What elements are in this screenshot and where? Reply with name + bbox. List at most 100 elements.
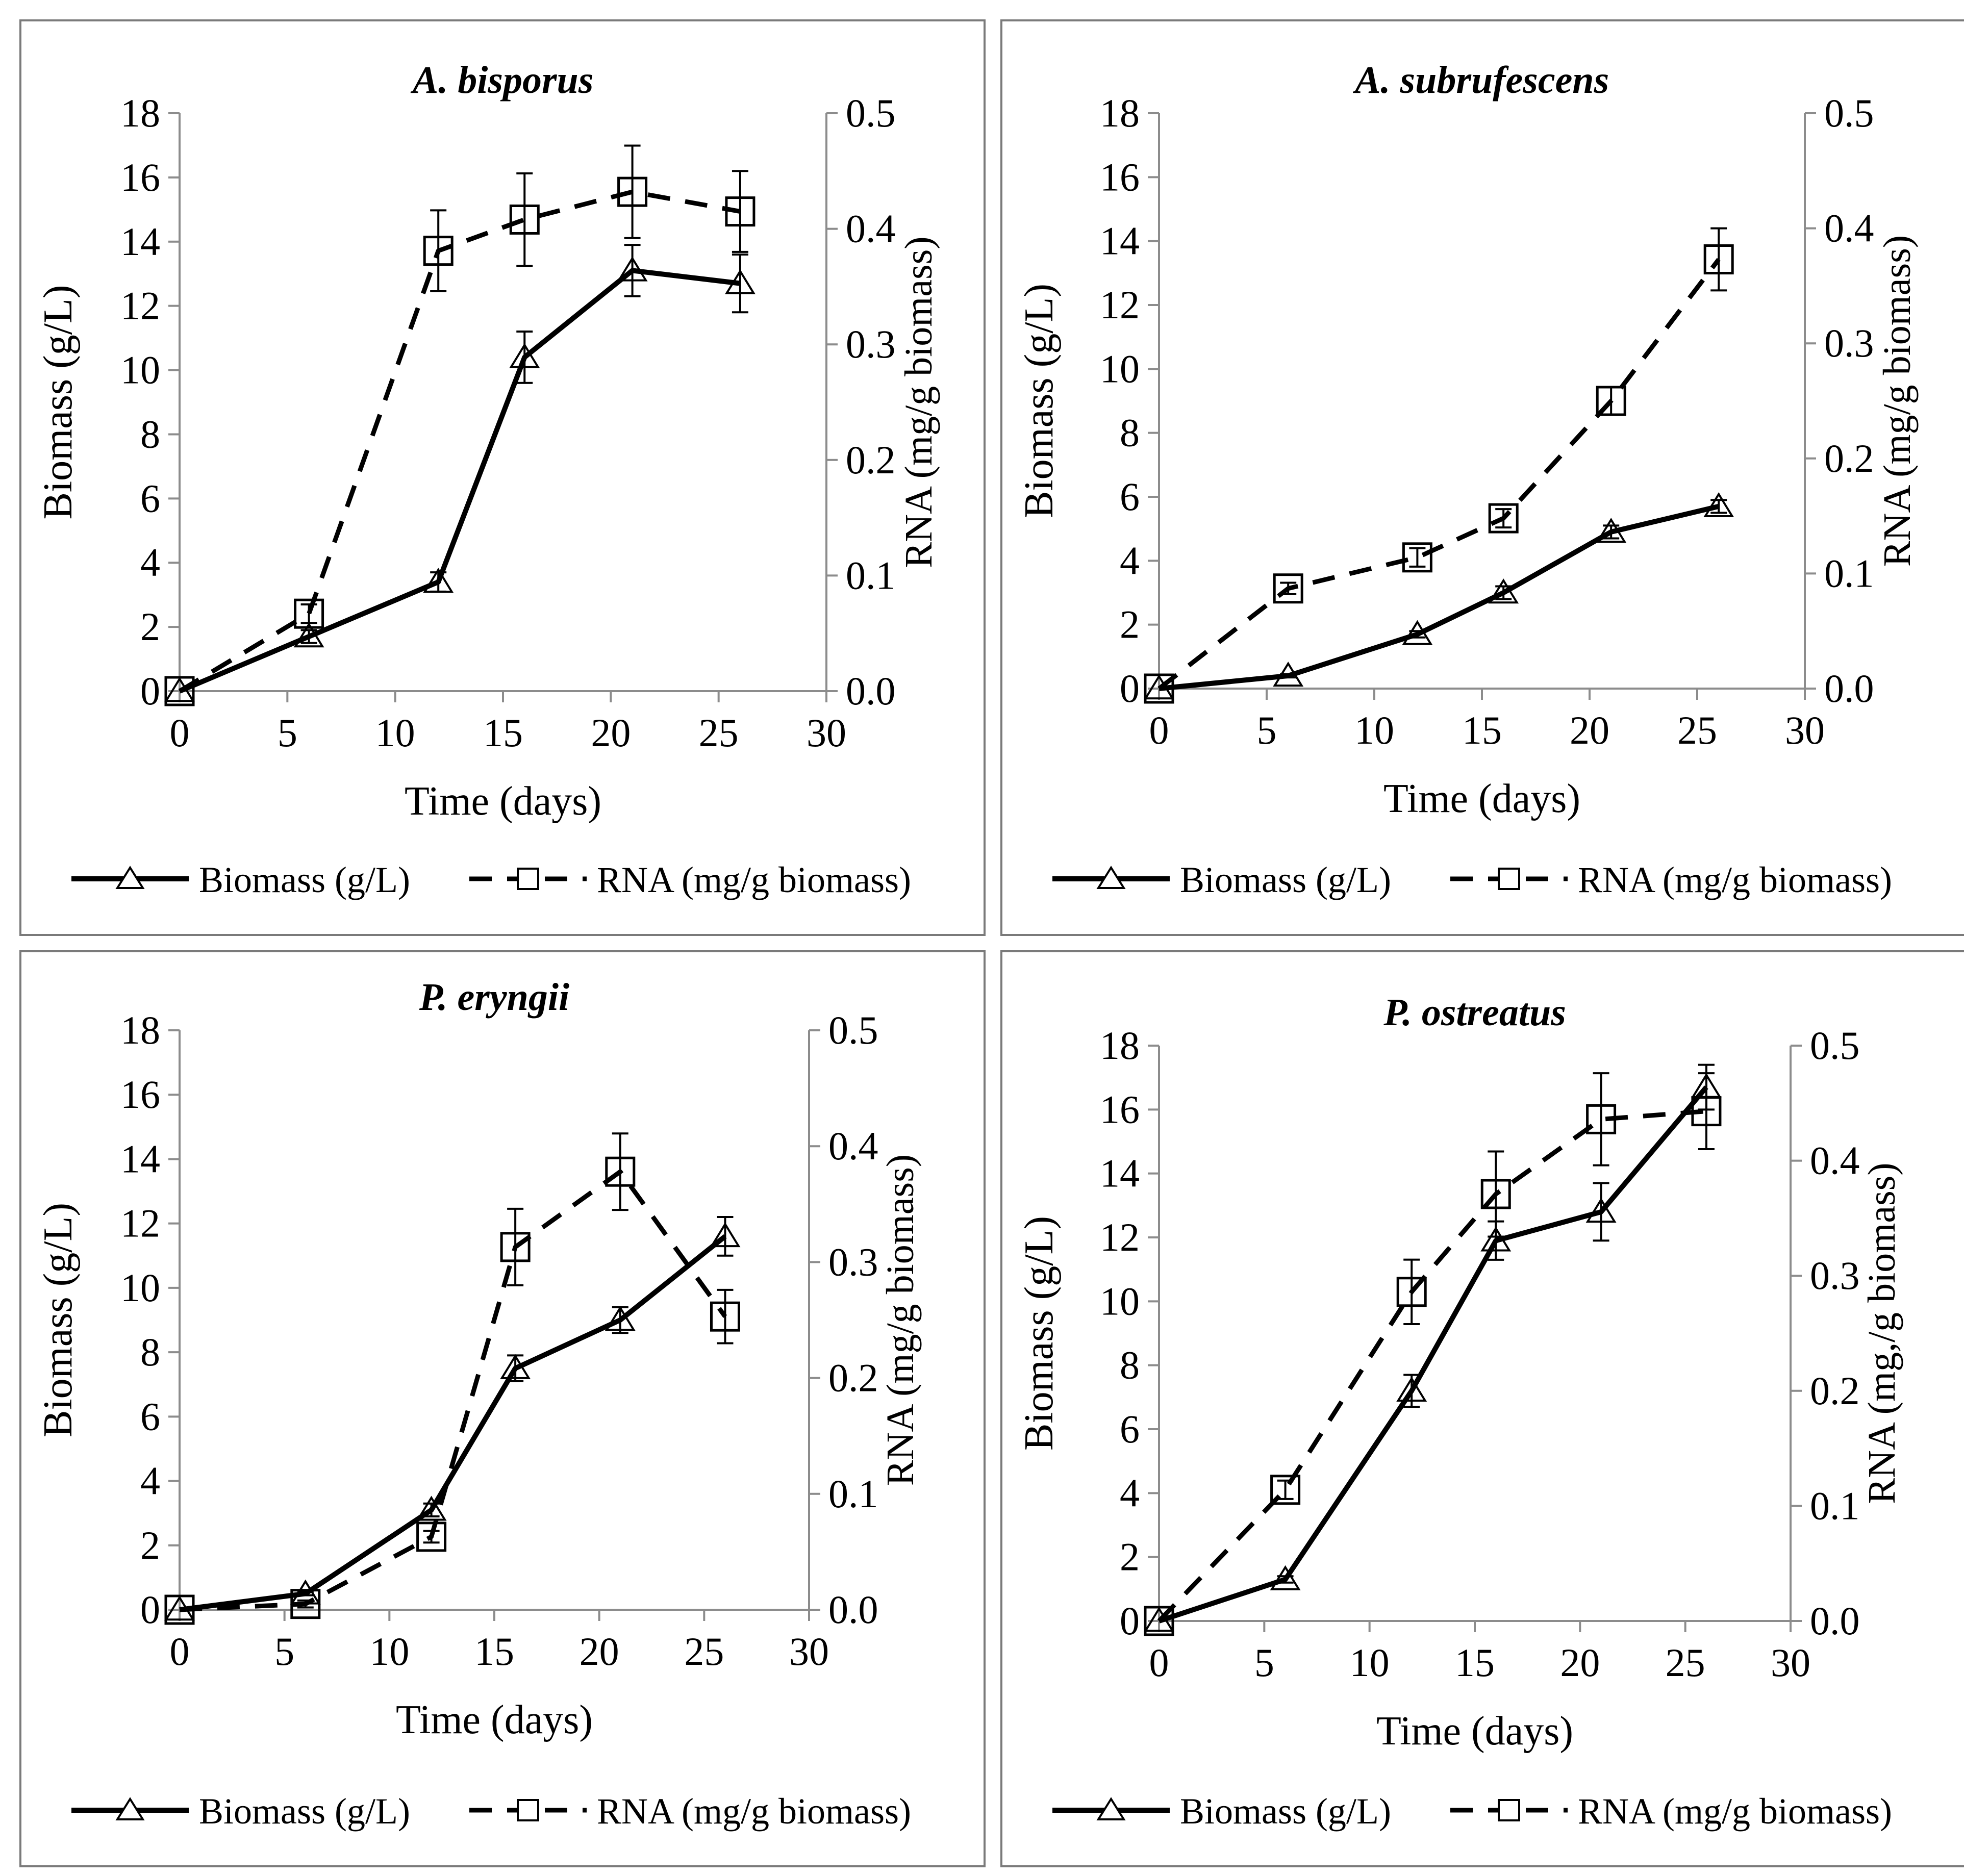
y-axis-label: Biomass (g/L) (36, 1203, 81, 1437)
series-line-biomass (179, 1234, 727, 1612)
y-tick-label: 2 (1120, 1535, 1140, 1579)
y-tick-label: 10 (1100, 1279, 1140, 1323)
data-point-square (1596, 386, 1626, 416)
y2-tick-label: 0.2 (1824, 436, 1874, 480)
data-point-triangle (1402, 620, 1433, 645)
data-point-square (1144, 1606, 1174, 1636)
data-point-square (509, 204, 540, 235)
data-point-square (1586, 1104, 1617, 1134)
chart-panel-2: A. subrufescens 0 2 4 6 8 10 12 14 16 18 0.0 0.1 0.2 0… (1000, 19, 1964, 936)
y-tick-label: 18 (1100, 91, 1140, 135)
data-point-triangle (710, 1222, 741, 1248)
data-point-square (617, 176, 648, 207)
series-line-rna (1157, 258, 1721, 691)
data-point-triangle (293, 622, 324, 648)
y-tick-label: 12 (1100, 283, 1140, 327)
data-point-square (164, 676, 195, 706)
y2-tick-label: 0.2 (828, 1356, 878, 1400)
x-tick-label: 15 (474, 1629, 514, 1674)
data-point-square (1703, 244, 1734, 275)
data-point-triangle (1396, 1376, 1427, 1402)
y-tick-label: 0 (1120, 666, 1140, 711)
y-tick-label: 4 (140, 540, 160, 585)
legend-marker-square (517, 1799, 539, 1821)
data-point-square (1402, 542, 1432, 573)
y-tick-label: 0 (140, 669, 160, 713)
y-axis-label: Biomass (g/L) (1017, 1216, 1062, 1451)
x-axis-label: Time (days) (405, 779, 601, 824)
x-tick-label: 5 (274, 1629, 294, 1674)
y-tick-label: 14 (120, 1136, 160, 1181)
x-tick-label: 25 (1677, 708, 1717, 752)
x-tick-label: 30 (1771, 1640, 1810, 1685)
x-tick-label: 0 (170, 1629, 190, 1674)
panel-border (19, 19, 986, 936)
data-point-triangle (164, 677, 195, 702)
y-tick-label: 4 (140, 1459, 160, 1503)
chart-title: A. bisporus (411, 59, 594, 102)
y2-tick-label: 0.0 (1824, 666, 1874, 711)
data-point-triangle (416, 1495, 447, 1521)
y-tick-label: 2 (140, 1523, 160, 1567)
y2-tick-label: 0.3 (1810, 1253, 1860, 1298)
data-point-triangle (1270, 1565, 1301, 1590)
y-tick-label: 6 (1120, 474, 1140, 519)
legend-marker-triangle (115, 1797, 145, 1820)
y-tick-label: 16 (1100, 1087, 1140, 1131)
x-tick-label: 0 (170, 711, 190, 755)
chart-title: A. subrufescens (1353, 59, 1609, 102)
legend-label-biomass: Biomass (g/L) (199, 1791, 410, 1832)
x-tick-label: 25 (1666, 1640, 1705, 1685)
y2-tick-label: 0.3 (1824, 321, 1874, 365)
chart-title: P. ostreatus (1383, 991, 1566, 1034)
y2-tick-label: 0.5 (846, 91, 896, 135)
y2-tick-label: 0.1 (1810, 1483, 1860, 1528)
x-tick-label: 25 (684, 1629, 724, 1674)
x-tick-label: 5 (278, 711, 297, 755)
y-tick-label: 10 (1100, 346, 1140, 391)
chart-panel-1: A. bisporus 0 2 4 6 8 10 12 14 16 18 0.0 0.1 0.2 0.3 0.… (19, 19, 986, 936)
y-tick-label: 16 (120, 1072, 160, 1117)
data-point-square (725, 196, 756, 227)
legend-label-biomass: Biomass (g/L) (1180, 1791, 1391, 1832)
y-tick-label: 6 (140, 476, 160, 520)
y2-tick-label: 0.2 (1810, 1368, 1860, 1413)
x-tick-label: 15 (1455, 1640, 1495, 1685)
legend-label-biomass: Biomass (g/L) (1180, 859, 1391, 900)
y2-tick-label: 0.0 (828, 1587, 878, 1632)
x-tick-label: 20 (591, 711, 631, 755)
y-tick-label: 16 (120, 155, 160, 199)
data-point-triangle (617, 256, 648, 282)
data-point-triangle (1703, 492, 1734, 517)
x-tick-label: 10 (1354, 708, 1394, 752)
x-axis-label: Time (days) (1376, 1709, 1573, 1754)
legend-label-rna: RNA (mg/g biomass) (597, 859, 911, 900)
series-line-biomass (1159, 503, 1720, 691)
x-tick-label: 5 (1254, 1640, 1274, 1685)
x-tick-label: 15 (483, 711, 523, 755)
series-line-rna (1157, 1109, 1707, 1623)
y-tick-label: 10 (120, 348, 160, 392)
y-tick-label: 10 (120, 1265, 160, 1310)
legend-marker-triangle (1096, 1797, 1126, 1820)
x-tick-label: 0 (1149, 708, 1169, 752)
y-tick-label: 2 (140, 604, 160, 649)
legend-marker-triangle (115, 866, 145, 889)
y2-tick-label: 0.4 (846, 207, 896, 251)
x-tick-label: 30 (807, 711, 846, 755)
x-tick-label: 25 (699, 711, 739, 755)
y-tick-label: 6 (140, 1394, 160, 1438)
y-tick-label: 14 (1100, 1151, 1140, 1196)
y2-tick-label: 0.5 (828, 1008, 878, 1052)
legend-marker-square (1498, 868, 1520, 890)
legend-marker-square (517, 868, 539, 890)
x-tick-label: 10 (369, 1629, 409, 1674)
y-tick-label: 14 (120, 219, 160, 264)
y2-axis-label: RNA (mg/g biomass) (897, 236, 940, 568)
y-tick-label: 14 (1100, 219, 1140, 263)
x-axis-label: Time (days) (396, 1697, 593, 1742)
y-tick-label: 4 (1120, 1471, 1140, 1515)
data-point-square (290, 1589, 321, 1619)
legend-label-biomass: Biomass (g/L) (199, 859, 410, 900)
